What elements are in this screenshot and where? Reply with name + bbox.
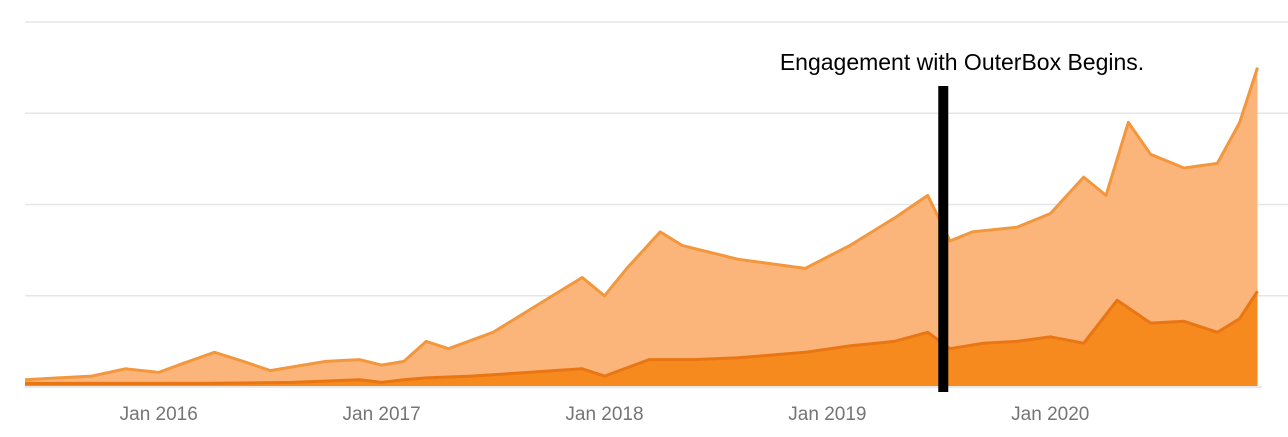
annotation-text: Engagement with OuterBox Begins. [780, 49, 1144, 75]
series-line-1 [24, 67, 1259, 382]
x-tick-label: Jan 2016 [120, 404, 198, 425]
x-tick-label: Jan 2018 [565, 404, 643, 425]
x-tick-label: Jan 2017 [343, 404, 421, 425]
annotation-line [938, 86, 949, 392]
annotation: Engagement with OuterBox Begins. [780, 49, 1144, 392]
series-line-2 [25, 290, 1259, 385]
x-tick-label: Jan 2019 [788, 404, 866, 425]
x-axis: Jan 2016 Jan 2017 Jan 2018 Jan 2019 Jan 2020 [120, 404, 1090, 425]
series-area-2 [25, 291, 1258, 387]
series-area-1 [25, 67, 1258, 387]
x-tick-label: Jan 2020 [1011, 404, 1089, 425]
area-series [24, 67, 1262, 388]
